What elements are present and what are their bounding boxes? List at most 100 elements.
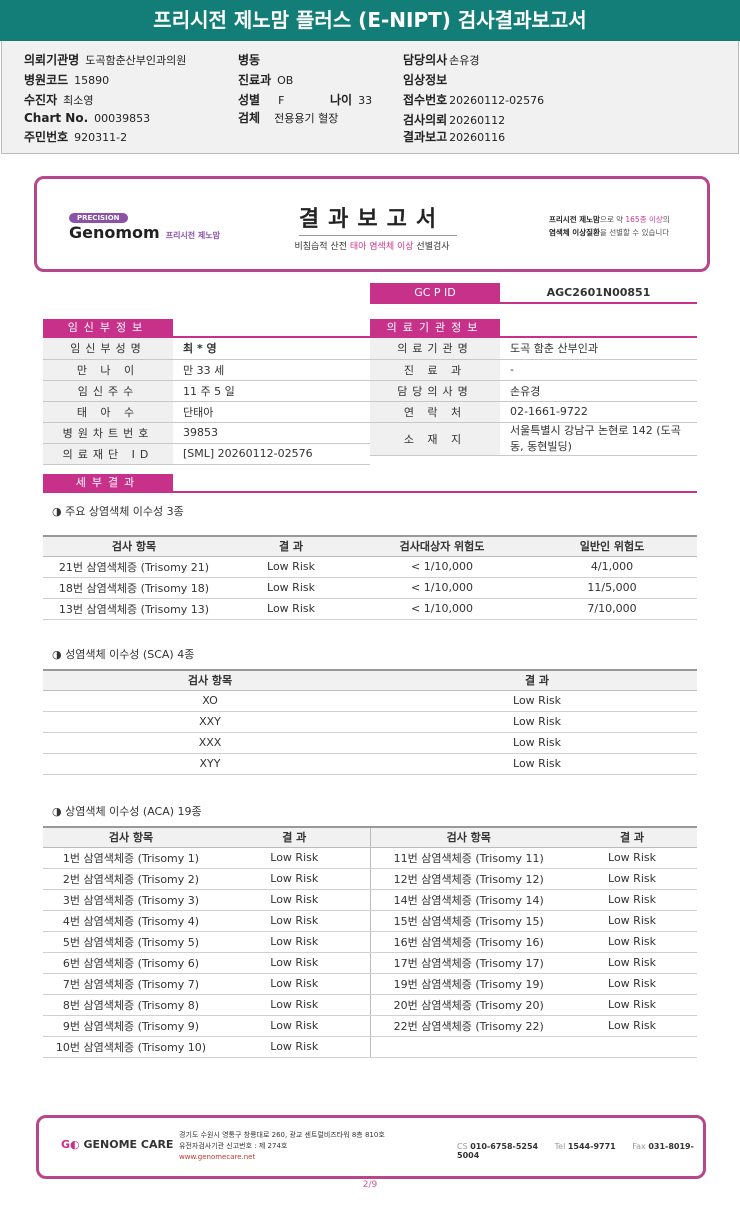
column-header: 검사 항목 xyxy=(43,826,219,848)
result-cell: Low Risk xyxy=(567,931,697,953)
info-value: 손유경 xyxy=(500,380,697,402)
table-row: XYY Low Risk xyxy=(43,753,697,775)
item-cell: XXY xyxy=(43,711,377,733)
table-row: 9번 삼염색체증 (Trisomy 9) Low Risk 22번 삼염색체증 (T… xyxy=(43,1015,697,1037)
column-header: 일반인 위험도 xyxy=(527,535,697,557)
table-row: 7번 삼염색체증 (Trisomy 7) Low Risk 19번 삼염색체증 (T… xyxy=(43,973,697,995)
result-cell: Low Risk xyxy=(225,598,357,620)
website-link[interactable]: www.genomecare.net xyxy=(179,1153,256,1161)
logo-icon: G◐ xyxy=(61,1138,80,1151)
table-row: 2번 삼염색체증 (Trisomy 2) Low Risk 12번 삼염색체증 (T… xyxy=(43,868,697,890)
column-header: 검사 항목 xyxy=(369,826,567,848)
item-cell: 11번 삼염색체증 (Trisomy 11) xyxy=(369,847,567,869)
section-pregnant-info: 임신부정보 xyxy=(43,319,370,338)
receipt-no: 20260112-02576 xyxy=(449,94,545,107)
result-cell: Low Risk xyxy=(219,931,370,953)
item-cell: 18번 삼염색체증 (Trisomy 18) xyxy=(43,577,225,599)
info-value: 39853 xyxy=(173,422,370,444)
result-cell: Low Risk xyxy=(567,994,697,1016)
genomom-logo: Genomom 프리시전 제노맘 xyxy=(69,223,221,242)
table-row: 10번 삼염색체증 (Trisomy 10) Low Risk xyxy=(43,1036,697,1058)
info-label: 의료기관명 xyxy=(370,338,500,360)
gcp-id-value: AGC2601N00851 xyxy=(546,286,651,299)
info-row: 태 아 수 단태아 xyxy=(43,401,370,423)
item-cell: 15번 삼염색체증 (Trisomy 15) xyxy=(369,910,567,932)
result-cell: Low Risk xyxy=(219,889,370,911)
chart-no: 00039853 xyxy=(94,112,151,125)
item-cell: 5번 삼염색체증 (Trisomy 5) xyxy=(43,931,219,953)
info-value: 서울특별시 강남구 논현로 142 (도곡동, 동현빌딩) xyxy=(500,422,697,456)
item-cell: 13번 삼염색체증 (Trisomy 13) xyxy=(43,598,225,620)
item-cell: 19번 삼염색체증 (Trisomy 19) xyxy=(369,973,567,995)
header-row: 검사 항목 결 과 xyxy=(43,669,697,691)
info-label: 진 료 과 xyxy=(370,359,500,381)
item-cell xyxy=(369,1036,567,1058)
column-header: 결 과 xyxy=(567,826,697,848)
section-medical-info: 의료기관정보 xyxy=(370,319,697,338)
divider xyxy=(299,235,457,236)
info-label: 소 재 지 xyxy=(370,422,500,456)
table-row: 8번 삼염색체증 (Trisomy 8) Low Risk 20번 삼염색체증 (T… xyxy=(43,994,697,1016)
info-row: 진 료 과- xyxy=(370,359,697,381)
item-cell: 22번 삼염색체증 (Trisomy 22) xyxy=(369,1015,567,1037)
column-header: 검사 항목 xyxy=(43,535,225,557)
gcp-id-label: GC P ID xyxy=(370,283,500,302)
major-caption: ◑ 주요 상염색체 이수성 3종 xyxy=(52,505,184,518)
info-value: - xyxy=(500,359,697,381)
item-cell: XYY xyxy=(43,753,377,775)
info-label: 의료재단 ID xyxy=(43,443,173,465)
info-label: 만 나 이 xyxy=(43,359,173,381)
item-cell: 2번 삼염색체증 (Trisomy 2) xyxy=(43,868,219,890)
info-label: 병원차트번호 xyxy=(43,422,173,444)
result-cell: Low Risk xyxy=(219,910,370,932)
banner-title: 결과보고서 xyxy=(298,207,446,232)
report-banner: PRECISION Genomom 프리시전 제노맘 결과보고서 비침습적 산전 … xyxy=(34,176,710,272)
item-cell: 6번 삼염색체증 (Trisomy 6) xyxy=(43,952,219,974)
item-cell: 4번 삼염색체증 (Trisomy 4) xyxy=(43,910,219,932)
result-cell: Low Risk xyxy=(377,690,697,712)
header-row: 검사 항목 결 과 검사 항목 결 과 xyxy=(43,826,697,848)
result-cell: Low Risk xyxy=(225,556,357,578)
result-cell: Low Risk xyxy=(219,952,370,974)
info-row: 임신부성명 최 * 영 xyxy=(43,338,370,360)
item-cell: 14번 삼염색체증 (Trisomy 14) xyxy=(369,889,567,911)
sca-caption: ◑ 성염색체 이수성 (SCA) 4종 xyxy=(52,648,195,661)
info-value: 도곡 함춘 산부인과 xyxy=(500,338,697,360)
item-cell: 16번 삼염색체증 (Trisomy 16) xyxy=(369,931,567,953)
precision-badge: PRECISION xyxy=(69,213,128,223)
info-row: 의료재단 ID [SML] 20260112-02576 xyxy=(43,443,370,465)
table-row: XXX Low Risk xyxy=(43,732,697,754)
column-header: 검사대상자 위험도 xyxy=(357,535,527,557)
order-info-panel: 의뢰기관명 도곡함춘산부인과의원 병원코드 15890 수진자 최소영 Chart N… xyxy=(1,41,739,154)
aca-table: 검사 항목 결 과 검사 항목 결 과 1번 삼염색체증 (Trisomy 1) Low … xyxy=(43,826,697,1058)
medical-info-table: 의료기관명 도곡 함춘 산부인과 진 료 과 - 담당의사명 손유경 연 락 처 02-166… xyxy=(370,338,697,456)
item-cell: 9번 삼염색체증 (Trisomy 9) xyxy=(43,1015,219,1037)
gcp-id-row: GC P ID AGC2601N00851 xyxy=(370,283,697,304)
item-cell: 17번 삼염색체증 (Trisomy 17) xyxy=(369,952,567,974)
doctor: 손유경 xyxy=(449,54,480,67)
table-row: 13번 삼염색체증 (Trisomy 13) Low Risk < 1/10,000… xyxy=(43,598,697,620)
banner-tagline: 프리시전 제노맘으로 약 165종 이상의 염색체 이상질환을 선별할 수 있습니… xyxy=(549,215,670,237)
major-trisomy-table: 검사 항목 결 과 검사대상자 위험도 일반인 위험도 21번 삼염색체증 (Triso… xyxy=(43,535,697,620)
contacts: CS 010-6758-5254 Tel 1544-9771 Fax 031-8… xyxy=(457,1142,694,1160)
info-value: 만 33 세 xyxy=(173,359,370,381)
patient: 최소영 xyxy=(63,94,94,107)
item-cell: < 1/10,000 xyxy=(357,577,527,599)
institution: 도곡함춘산부인과의원 xyxy=(85,54,187,67)
dept: OB xyxy=(277,74,294,87)
result-cell: Low Risk xyxy=(567,889,697,911)
item-cell: 7번 삼염색체증 (Trisomy 7) xyxy=(43,973,219,995)
info-value: 11 주 5 일 xyxy=(173,380,370,402)
result-cell: Low Risk xyxy=(219,973,370,995)
info-row: 연 락 처 02-1661-9722 xyxy=(370,401,697,423)
item-cell: 8번 삼염색체증 (Trisomy 8) xyxy=(43,994,219,1016)
sex: F xyxy=(278,94,285,107)
report-date: 20260116 xyxy=(449,131,506,144)
table-row: 21번 삼염색체증 (Trisomy 21) Low Risk < 1/10,000… xyxy=(43,556,697,578)
table-row: 4번 삼염색체증 (Trisomy 4) Low Risk 15번 삼염색체증 (T… xyxy=(43,910,697,932)
info-row: 임신주수 11 주 5 일 xyxy=(43,380,370,402)
result-cell: Low Risk xyxy=(567,868,697,890)
specimen: 전용용기 혈장 xyxy=(274,112,339,125)
column-header: 결 과 xyxy=(377,669,697,691)
